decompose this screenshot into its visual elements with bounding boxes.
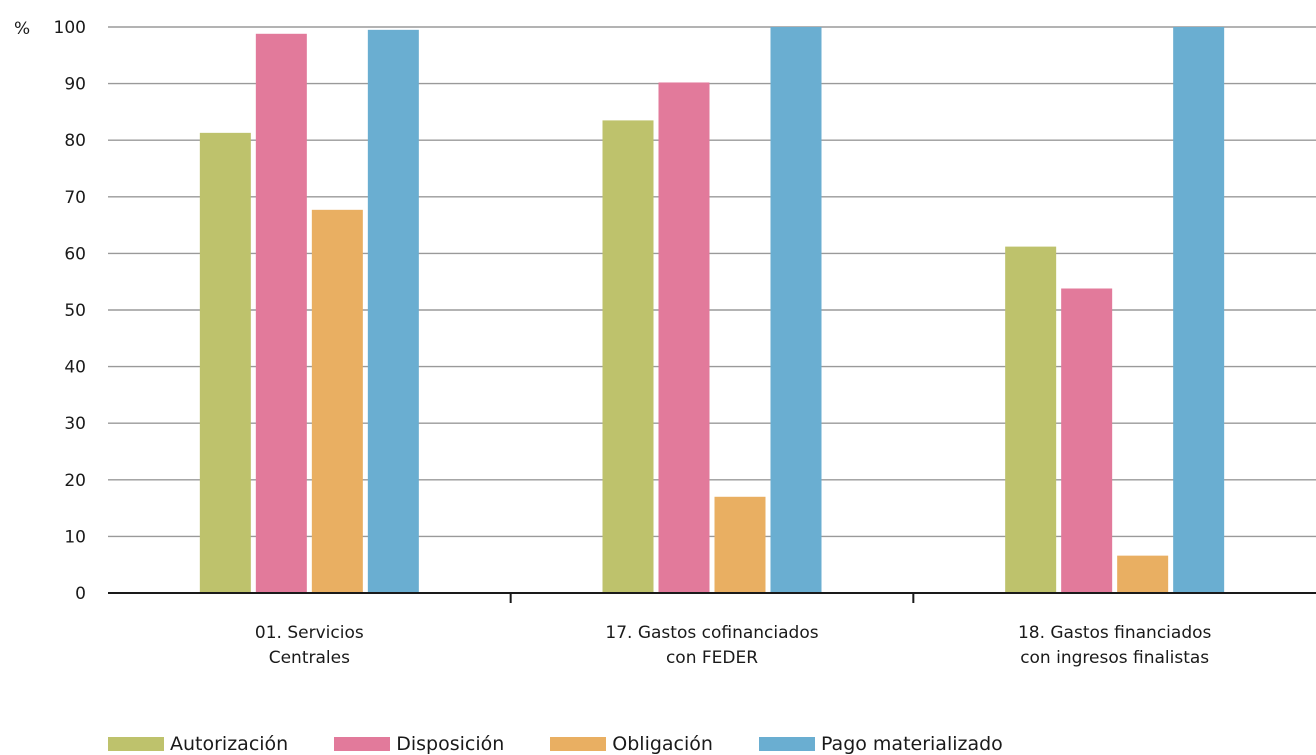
category-label: con FEDER <box>666 648 758 668</box>
bar <box>714 496 766 593</box>
legend-label: Disposición <box>396 733 505 755</box>
y-tick-label: 100 <box>54 18 86 38</box>
y-tick-label: 80 <box>64 131 86 151</box>
legend-swatch <box>334 737 391 751</box>
bar <box>255 33 307 594</box>
bar <box>367 29 419 593</box>
category-label: 17. Gastos cofinanciados <box>605 623 818 643</box>
category-label: Centrales <box>269 648 350 668</box>
bar <box>658 82 710 593</box>
legend-item: Pago materializado <box>758 733 1003 755</box>
bar <box>602 120 654 593</box>
y-tick-label: 30 <box>64 414 86 434</box>
category-label: 18. Gastos financiados <box>1018 623 1212 643</box>
y-tick-label: 50 <box>64 301 86 321</box>
y-tick-labels: 0 10 20 30 40 50 60 70 80 90 100 <box>54 18 86 604</box>
legend-item: Obligación <box>550 734 713 754</box>
y-tick-label: 90 <box>64 75 86 95</box>
category-labels: 01. Servicios Centrales 17. Gastos cofinan… <box>255 623 1212 668</box>
bar <box>199 132 251 594</box>
legend-label: Obligación <box>612 733 713 755</box>
legend-label: Autorización <box>170 733 289 755</box>
legend-label: Pago materializado <box>820 733 1003 755</box>
legend-swatch <box>758 737 815 751</box>
bar <box>1173 27 1225 593</box>
bar <box>311 209 363 593</box>
legend-item: Disposición <box>334 734 504 754</box>
y-tick-label: 40 <box>64 358 86 378</box>
bar <box>770 27 822 593</box>
y-tick-label: 60 <box>64 244 86 264</box>
legend-swatch <box>108 737 164 751</box>
bars <box>199 27 1225 594</box>
bar-chart: 0 10 20 30 40 50 60 70 80 90 100 01. Servicios Cent… <box>14 18 1316 668</box>
y-tick-label: 20 <box>64 471 86 491</box>
gridlines <box>108 26 1316 538</box>
y-tick-label: 10 <box>64 527 86 547</box>
category-label: con ingresos finalistas <box>1020 648 1209 668</box>
bar <box>1005 246 1057 593</box>
category-label: 01. Servicios <box>255 623 364 643</box>
bar <box>1061 288 1113 593</box>
y-tick-label: 70 <box>64 188 86 208</box>
bar <box>1117 555 1169 593</box>
y-tick-label: 0 <box>75 584 86 604</box>
legend-swatch <box>550 737 607 751</box>
y-unit-label: % <box>14 19 30 39</box>
legend: Autorización Disposición Obligación Pago ma… <box>108 733 1049 755</box>
legend-item: Autorización <box>108 734 288 754</box>
x-axis <box>108 592 1316 603</box>
